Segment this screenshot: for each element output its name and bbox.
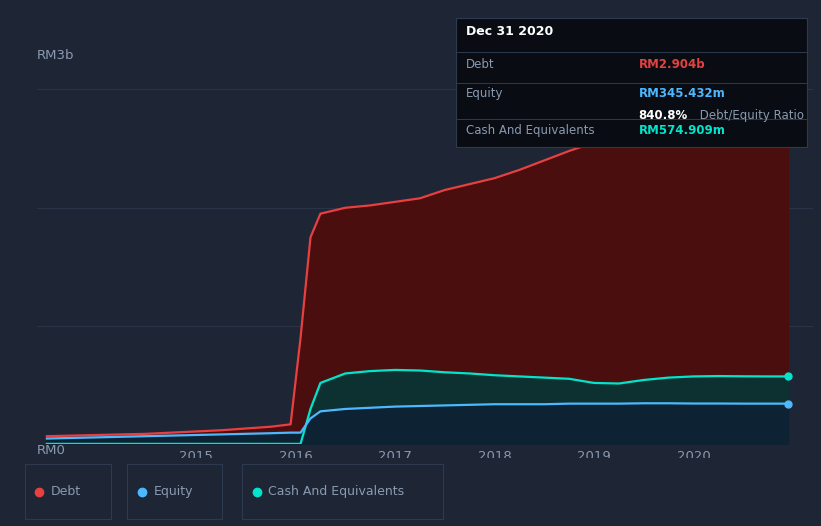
Text: RM3b: RM3b [37,49,75,62]
Text: RM345.432m: RM345.432m [639,87,725,100]
Text: Equity: Equity [466,87,504,100]
Text: Cash And Equivalents: Cash And Equivalents [466,124,595,137]
Text: Dec 31 2020: Dec 31 2020 [466,25,553,38]
Text: RM0: RM0 [37,444,66,458]
Text: Equity: Equity [154,485,193,498]
Text: 840.8%: 840.8% [639,109,688,122]
Text: Debt/Equity Ratio: Debt/Equity Ratio [696,109,805,122]
Text: RM2.904b: RM2.904b [639,58,705,72]
Text: Debt: Debt [51,485,81,498]
Text: Debt: Debt [466,58,495,72]
Text: RM574.909m: RM574.909m [639,124,725,137]
Text: Cash And Equivalents: Cash And Equivalents [268,485,405,498]
